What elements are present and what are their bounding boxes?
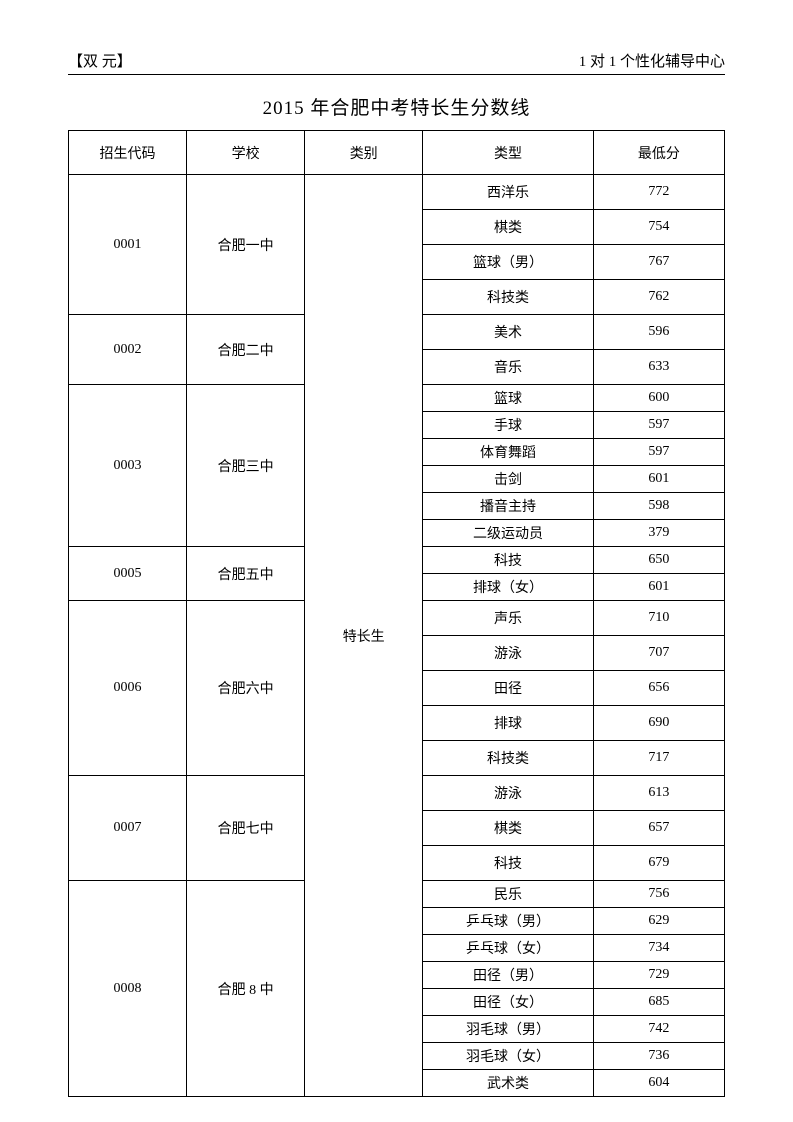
cell-type: 棋类 xyxy=(423,811,594,846)
header-left: 【双 元】 xyxy=(68,50,132,71)
cell-school: 合肥六中 xyxy=(187,601,305,776)
cell-score: 613 xyxy=(593,776,724,811)
cell-type: 乒乓球（女） xyxy=(423,935,594,962)
cell-score: 656 xyxy=(593,671,724,706)
cell-type: 棋类 xyxy=(423,210,594,245)
cell-code: 0007 xyxy=(69,776,187,881)
cell-code: 0002 xyxy=(69,315,187,385)
cell-score: 742 xyxy=(593,1016,724,1043)
cell-score: 657 xyxy=(593,811,724,846)
cell-type: 声乐 xyxy=(423,601,594,636)
cell-type: 武术类 xyxy=(423,1070,594,1097)
cell-type: 排球 xyxy=(423,706,594,741)
cell-score: 601 xyxy=(593,466,724,493)
cell-score: 707 xyxy=(593,636,724,671)
table-row: 0001合肥一中特长生西洋乐772 xyxy=(69,175,725,210)
col-header-school: 学校 xyxy=(187,131,305,175)
cell-score: 600 xyxy=(593,385,724,412)
cell-score: 736 xyxy=(593,1043,724,1070)
cell-type: 科技 xyxy=(423,846,594,881)
cell-type: 田径（男） xyxy=(423,962,594,989)
cell-score: 604 xyxy=(593,1070,724,1097)
table-header-row: 招生代码 学校 类别 类型 最低分 xyxy=(69,131,725,175)
cell-type: 篮球（男） xyxy=(423,245,594,280)
cell-type: 羽毛球（女） xyxy=(423,1043,594,1070)
cell-score: 679 xyxy=(593,846,724,881)
cell-code: 0006 xyxy=(69,601,187,776)
cell-score: 710 xyxy=(593,601,724,636)
cell-code: 0005 xyxy=(69,547,187,601)
cell-type: 排球（女） xyxy=(423,574,594,601)
cell-score: 767 xyxy=(593,245,724,280)
cell-type: 击剑 xyxy=(423,466,594,493)
cell-score: 597 xyxy=(593,412,724,439)
cell-type: 手球 xyxy=(423,412,594,439)
cell-score: 629 xyxy=(593,908,724,935)
col-header-type: 类型 xyxy=(423,131,594,175)
cell-score: 379 xyxy=(593,520,724,547)
cell-type: 科技类 xyxy=(423,280,594,315)
cell-type: 美术 xyxy=(423,315,594,350)
cell-code: 0008 xyxy=(69,881,187,1097)
cell-score: 729 xyxy=(593,962,724,989)
col-header-score: 最低分 xyxy=(593,131,724,175)
cell-score: 772 xyxy=(593,175,724,210)
cell-score: 717 xyxy=(593,741,724,776)
cell-code: 0003 xyxy=(69,385,187,547)
cell-school: 合肥五中 xyxy=(187,547,305,601)
cell-type: 篮球 xyxy=(423,385,594,412)
cell-type: 田径（女） xyxy=(423,989,594,1016)
col-header-code: 招生代码 xyxy=(69,131,187,175)
cell-score: 596 xyxy=(593,315,724,350)
cell-school: 合肥二中 xyxy=(187,315,305,385)
page-header: 【双 元】 1 对 1 个性化辅导中心 xyxy=(68,50,725,75)
cell-score: 685 xyxy=(593,989,724,1016)
cell-score: 754 xyxy=(593,210,724,245)
cell-score: 598 xyxy=(593,493,724,520)
cell-school: 合肥一中 xyxy=(187,175,305,315)
cell-school: 合肥 8 中 xyxy=(187,881,305,1097)
cell-type: 田径 xyxy=(423,671,594,706)
cell-score: 601 xyxy=(593,574,724,601)
cell-type: 二级运动员 xyxy=(423,520,594,547)
score-table: 招生代码 学校 类别 类型 最低分 0001合肥一中特长生西洋乐772棋类754… xyxy=(68,130,725,1097)
cell-score: 633 xyxy=(593,350,724,385)
cell-type: 游泳 xyxy=(423,776,594,811)
cell-category: 特长生 xyxy=(305,175,423,1097)
cell-type: 羽毛球（男） xyxy=(423,1016,594,1043)
table-body: 0001合肥一中特长生西洋乐772棋类754篮球（男）767科技类7620002… xyxy=(69,175,725,1097)
cell-type: 民乐 xyxy=(423,881,594,908)
cell-school: 合肥三中 xyxy=(187,385,305,547)
cell-type: 播音主持 xyxy=(423,493,594,520)
col-header-category: 类别 xyxy=(305,131,423,175)
cell-type: 音乐 xyxy=(423,350,594,385)
cell-type: 西洋乐 xyxy=(423,175,594,210)
cell-score: 756 xyxy=(593,881,724,908)
cell-score: 597 xyxy=(593,439,724,466)
cell-type: 科技类 xyxy=(423,741,594,776)
cell-code: 0001 xyxy=(69,175,187,315)
cell-type: 体育舞蹈 xyxy=(423,439,594,466)
cell-score: 690 xyxy=(593,706,724,741)
cell-score: 762 xyxy=(593,280,724,315)
header-right: 1 对 1 个性化辅导中心 xyxy=(579,50,725,71)
page-title: 2015 年合肥中考特长生分数线 xyxy=(68,93,725,120)
cell-score: 650 xyxy=(593,547,724,574)
cell-type: 科技 xyxy=(423,547,594,574)
cell-type: 乒乓球（男） xyxy=(423,908,594,935)
cell-school: 合肥七中 xyxy=(187,776,305,881)
cell-type: 游泳 xyxy=(423,636,594,671)
cell-score: 734 xyxy=(593,935,724,962)
